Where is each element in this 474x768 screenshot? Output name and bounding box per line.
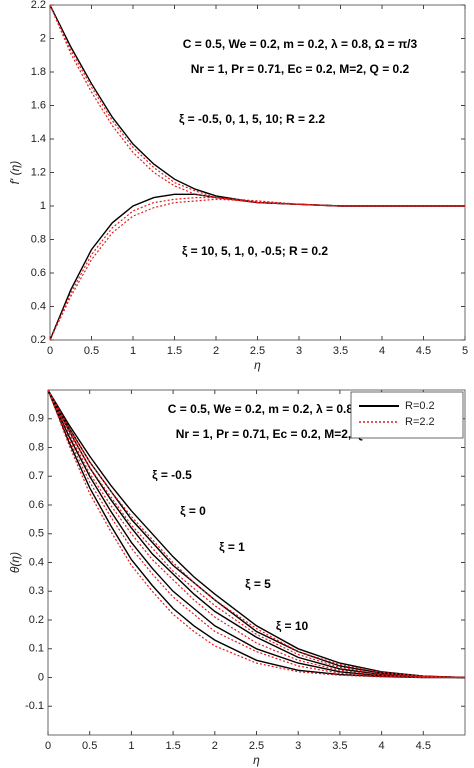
y-tick-label: 0.4 <box>29 556 44 568</box>
y-tick-label: 1.6 <box>31 99 46 111</box>
x-tick-label: 2 <box>213 345 219 357</box>
plot-frame <box>49 4 466 341</box>
y-tick-label: 0.5 <box>29 528 44 540</box>
y-tick-label: 0.8 <box>31 233 46 245</box>
y-tick-label: 0.6 <box>29 499 44 511</box>
curve <box>49 4 465 207</box>
x-tick-label: 4 <box>379 740 385 752</box>
annotation: ξ = 10 <box>276 619 309 633</box>
x-tick-label: 2 <box>212 740 218 752</box>
curve <box>47 389 466 679</box>
annotation: Nr = 1, Pr = 0.71, Ec = 0.2, M=2, Q = 0.… <box>176 427 395 441</box>
y-tick-label: 1.4 <box>31 133 46 145</box>
curve <box>47 389 466 679</box>
x-tick-label: 1 <box>130 345 136 357</box>
x-tick-label: 3 <box>295 740 301 752</box>
x-tick-label: 0 <box>47 345 53 357</box>
y-tick-label: 1 <box>40 200 46 212</box>
x-tick-label: 3 <box>296 345 302 357</box>
x-tick-label: 4.5 <box>416 740 431 752</box>
x-tick-label: 1.5 <box>167 345 182 357</box>
annotation: ξ = 1 <box>219 540 245 554</box>
curve <box>47 389 466 679</box>
x-tick-label: 2.5 <box>249 740 264 752</box>
legend-label: R=0.2 <box>405 400 435 412</box>
annotation: ξ = 10, 5, 1, 0, -0.5; R = 0.2 <box>182 244 328 258</box>
y-tick-label: 0.8 <box>29 441 44 453</box>
plot-frame <box>47 389 466 736</box>
y-tick-label: 0.1 <box>29 643 44 655</box>
annotation: ξ = 0 <box>180 504 206 518</box>
y-tick-label: 0.2 <box>29 614 44 626</box>
y-tick-label: -0.1 <box>25 700 44 712</box>
x-tick-label: 3.5 <box>333 345 348 357</box>
x-tick-label: 0.5 <box>84 345 99 357</box>
curve <box>47 389 466 679</box>
x-tick-label: 0.5 <box>82 740 97 752</box>
y-tick-label: 0.2 <box>31 334 46 346</box>
x-tick-label: 0 <box>45 740 51 752</box>
annotation: C = 0.5, We = 0.2, m = 0.2, λ = 0.8, Ω =… <box>168 402 403 416</box>
x-tick-label: 4 <box>379 345 385 357</box>
curve <box>47 389 466 679</box>
y-tick-label: 1.8 <box>31 66 46 78</box>
x-axis-label: η <box>254 358 261 372</box>
annotation: ξ = -0.5 <box>152 468 192 482</box>
annotation: Nr = 1, Pr = 0.71, Ec = 0.2, M=2, Q = 0.… <box>191 62 410 76</box>
curve <box>47 389 466 679</box>
y-tick-label: 0.6 <box>31 267 46 279</box>
y-tick-label: 0 <box>38 671 44 683</box>
x-tick-label: 4.5 <box>416 345 431 357</box>
x-tick-label: 3.5 <box>332 740 347 752</box>
legend-box <box>350 391 464 439</box>
y-tick-label: 2.2 <box>31 0 46 11</box>
x-tick-label: 1.5 <box>165 740 180 752</box>
x-axis-label: η <box>253 753 260 767</box>
annotation: ξ = 5 <box>245 577 271 591</box>
legend-label: R=2.2 <box>405 416 435 428</box>
y-tick-label: 2 <box>40 32 46 44</box>
annotation: ξ = -0.5, 0, 1, 5, 10; R = 2.2 <box>179 112 325 126</box>
y-tick-label: 0.9 <box>29 413 44 425</box>
x-tick-label: 5 <box>462 345 468 357</box>
y-tick-label: 1.2 <box>31 166 46 178</box>
annotation: C = 0.5, We = 0.2, m = 0.2, λ = 0.8, Ω =… <box>183 37 418 51</box>
y-tick-label: 0.3 <box>29 585 44 597</box>
y-tick-label: 0.7 <box>29 470 44 482</box>
y-axis-label: f' (η) <box>8 161 22 185</box>
curve <box>47 389 465 679</box>
y-axis-label: θ(η) <box>8 552 22 573</box>
x-tick-label: 2.5 <box>250 345 265 357</box>
curve <box>49 198 465 341</box>
y-tick-label: 0.4 <box>31 300 46 312</box>
x-tick-label: 1 <box>128 740 134 752</box>
